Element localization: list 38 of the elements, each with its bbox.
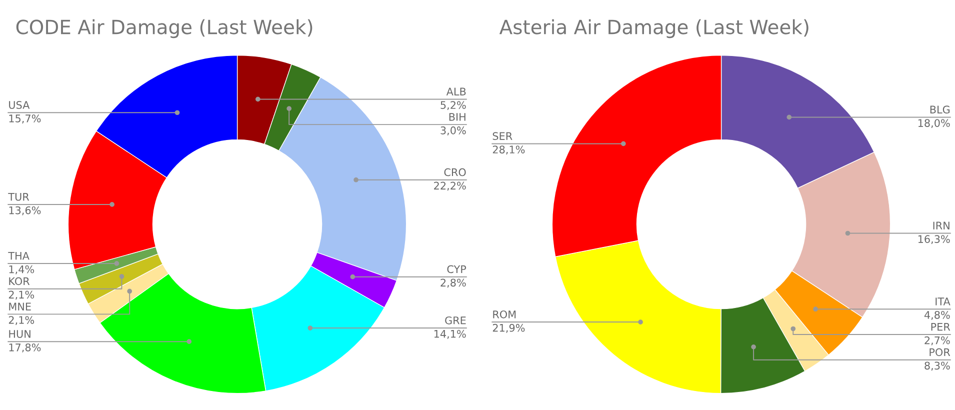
data-label: 22,2% [434,182,466,191]
slice-label: GRE [445,316,466,324]
data-label: 21,9% [492,324,525,333]
slice-label: BLG [930,106,950,114]
data-label: 2,1% [8,316,34,326]
data-label: 2,7% [924,336,950,346]
data-label: 3,0% [440,126,466,136]
slice-label: CRO [444,168,466,176]
slice-label: THA [8,252,30,260]
slice-label: ITA [936,298,950,306]
data-label: 4,8% [924,310,950,320]
data-label: 28,1% [492,146,525,155]
slice-label: SER [492,132,512,140]
slice-label: ALB [446,88,466,96]
slice-label: IRN [933,222,950,230]
data-label: 8,3% [924,362,950,371]
data-label: 13,6% [9,206,41,216]
data-label: 17,8% [9,343,41,352]
slice-label: MNE [9,302,31,310]
data-label: 2,1% [8,290,34,300]
data-label: 18,0% [918,119,950,128]
slice-label: TUR [8,193,30,201]
slice-label: CYP [447,265,466,274]
slice-label: KOR [9,277,30,286]
slice-label: ROM [493,310,516,318]
data-label: 14,1% [434,330,466,339]
data-label: 1,4% [9,265,34,274]
slice-label: USA [9,101,30,109]
data-label: 2,8% [440,278,466,288]
chart-title: CODE Air Damage (Last Week) [16,19,312,38]
data-label: 15,7% [9,114,41,124]
slice-label: PER [931,323,950,331]
data-label: 5,2% [440,101,466,110]
slice-label: BIH [449,113,466,121]
slice-label: POR [930,348,950,356]
slice-label: HUN [9,330,30,338]
chart-title: Asteria Air Damage (Last Week) [499,19,808,38]
data-label: 16,3% [918,235,950,244]
